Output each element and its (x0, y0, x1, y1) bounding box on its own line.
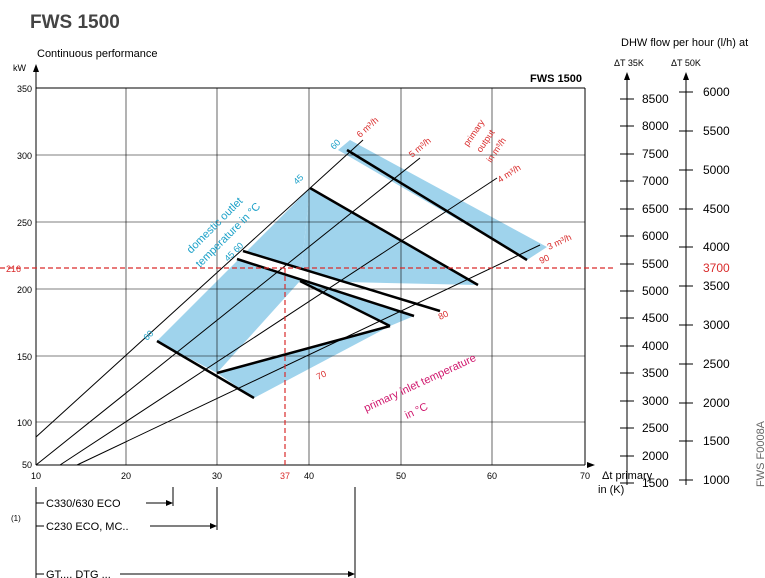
right-col2-header: ΔT 50K (671, 58, 701, 68)
x-axis-label-line2: in (K) (598, 484, 624, 496)
gridlines (36, 88, 585, 465)
page-title: FWS 1500 (30, 12, 120, 33)
right-col1-header: ΔT 35K (614, 58, 644, 68)
col2-tick-4500: 4500 (703, 202, 730, 216)
x-tick-50: 50 (396, 471, 406, 481)
y-tick-300: 300 (17, 151, 32, 161)
flow-label-3: 3 m³/h (546, 232, 573, 252)
x-tick-labels: 10 20 30 40 50 60 70 (31, 471, 590, 481)
x-tick-40: 40 (304, 471, 314, 481)
axes (33, 64, 595, 468)
col2-tick-1500: 1500 (703, 434, 730, 448)
col1-tick-4500: 4500 (642, 311, 669, 325)
right-panel-header: DHW flow per hour (l/h) at (621, 37, 748, 49)
footnote-row2: C230 ECO, MC.. (46, 521, 129, 533)
y-tick-100: 100 (17, 418, 32, 428)
flow-label-5: 5 m³/h (407, 135, 433, 159)
side-code: FWS F0008A (755, 420, 765, 487)
col1-tick-5500: 5500 (642, 257, 669, 271)
marker-x-value: 37 (280, 471, 290, 481)
footnote: (1) C330/630 ECO C230 ECO, MC.. GT..., D… (11, 487, 356, 578)
col1-tick-8500: 8500 (642, 92, 669, 106)
flow-label-4: 4 m³/h (496, 162, 523, 184)
flow-lines (35, 139, 541, 466)
flow-line-5 (35, 157, 421, 466)
marker-lines (0, 267, 615, 465)
inlet-70: 70 (315, 369, 328, 382)
inlet-label-line2: in °C (403, 401, 430, 422)
inlet-90: 90 (538, 253, 551, 266)
x-tick-20: 20 (121, 471, 131, 481)
x-tick-30: 30 (212, 471, 222, 481)
col2-tick-6000: 6000 (703, 85, 730, 99)
col1-tick-3000: 3000 (642, 394, 669, 408)
flow-line-4 (59, 177, 498, 466)
y-tick-350: 350 (17, 84, 32, 94)
col1-tick-2000: 2000 (642, 449, 669, 463)
col1-tick-6500: 6500 (642, 202, 669, 216)
outlet-45-top: 45 (291, 172, 305, 186)
col1-tick-5000: 5000 (642, 284, 669, 298)
thick-bottom (216, 324, 391, 375)
col1-tick-8000: 8000 (642, 119, 669, 133)
thick-diag (299, 279, 391, 328)
x-tick-10: 10 (31, 471, 41, 481)
col2-tick-3000: 3000 (703, 318, 730, 332)
chart-title: FWS 1500 (530, 73, 582, 85)
marker-y-value: 216 (6, 264, 21, 274)
y-tick-labels: 350 300 250 200 150 100 50 (17, 84, 32, 470)
region-top (300, 188, 478, 285)
flow-line-3 (76, 244, 541, 466)
col1-tick-2500: 2500 (642, 421, 669, 435)
x-tick-70: 70 (580, 471, 590, 481)
y-axis-unit: kW (13, 63, 27, 73)
y-tick-250: 250 (17, 218, 32, 228)
footnote-row1: C330/630 ECO (46, 498, 121, 510)
col1-tick-7500: 7500 (642, 147, 669, 161)
y-axis-label: Continuous performance (37, 48, 157, 60)
x-tick-60: 60 (487, 471, 497, 481)
footnote-ref: (1) (11, 514, 21, 523)
col2-tick-4000: 4000 (703, 240, 730, 254)
flow-line-6 (35, 139, 364, 438)
col1-tick-3500: 3500 (642, 366, 669, 380)
marker-flow-value: 3700 (703, 261, 730, 275)
col1-tick-6000: 6000 (642, 229, 669, 243)
inlet-80: 80 (437, 309, 450, 322)
flow-label-6: 6 m³/h (355, 115, 381, 140)
thick-upper (309, 186, 479, 287)
right-panel: DHW flow per hour (l/h) at ΔT 35K ΔT 50K (614, 37, 748, 490)
y-tick-150: 150 (17, 352, 32, 362)
thick-45 (242, 249, 441, 313)
col2-tick-2500: 2500 (703, 357, 730, 371)
col2-tick-5500: 5500 (703, 124, 730, 138)
thick-left (156, 339, 255, 400)
col1-tick-1500: 1500 (642, 476, 669, 490)
y-tick-200: 200 (17, 285, 32, 295)
footnote-row3: GT..., DTG ... (46, 569, 111, 578)
region-band-top (338, 140, 547, 260)
region-bottom (217, 326, 390, 398)
thick-top (346, 148, 528, 262)
region-left (157, 188, 310, 373)
col2-tick-3500: 3500 (703, 279, 730, 293)
col2-tick-5000: 5000 (703, 163, 730, 177)
col2-tick-2000: 2000 (703, 396, 730, 410)
y-tick-50: 50 (22, 460, 32, 470)
col1-tick-4000: 4000 (642, 339, 669, 353)
col2-tick-1000: 1000 (703, 473, 730, 487)
thick-lines (156, 148, 528, 400)
white-band (237, 251, 440, 321)
col1-tick-7000: 7000 (642, 174, 669, 188)
